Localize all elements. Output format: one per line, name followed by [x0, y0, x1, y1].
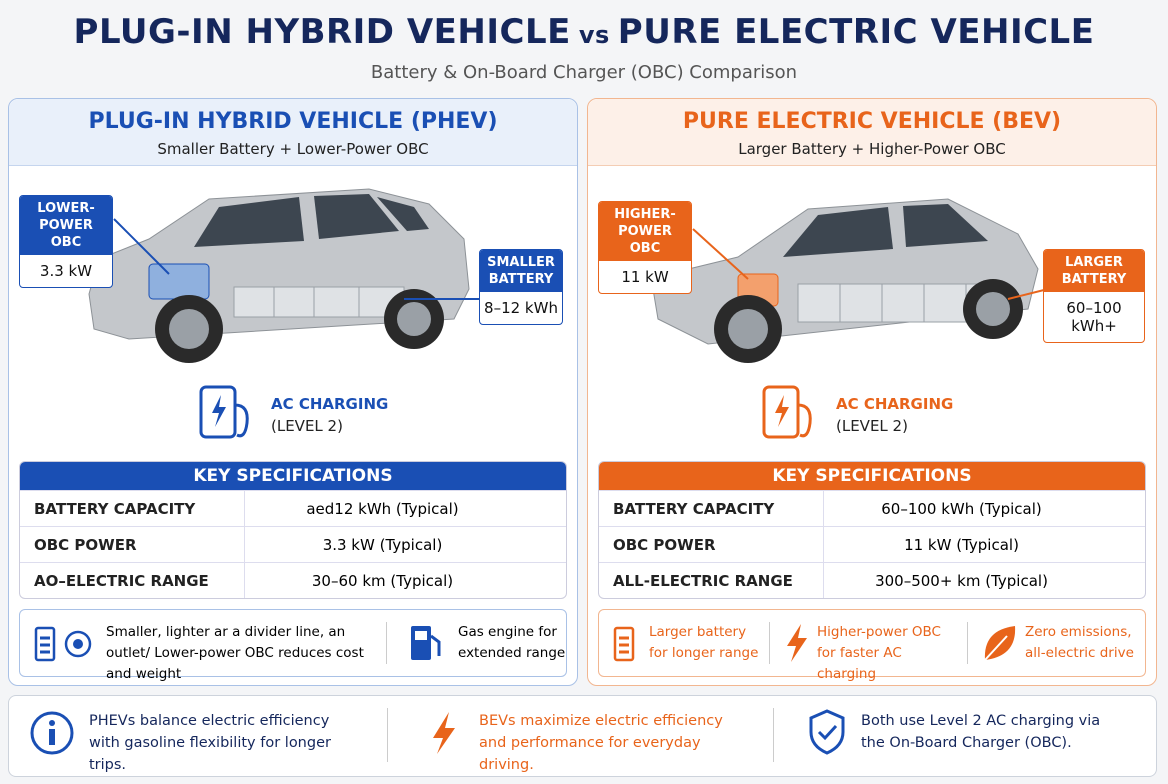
feature-text: Gas engine for extended range [458, 624, 566, 661]
charger-icon [199, 385, 249, 439]
footer-text: PHEVs balance electric efficiency with g… [89, 713, 331, 773]
feature-text: Higher-power OBC for faster AC charging [817, 624, 941, 682]
footer: PHEVs balance electric efficiency with g… [8, 695, 1157, 777]
title-vs: vs [578, 21, 610, 49]
feature-text: Larger battery for longer range [649, 624, 759, 661]
spec-title: KEY SPECIFICATIONS [20, 462, 566, 490]
charging-label: AC CHARGING [271, 395, 389, 413]
battery-callout: SMALLER BATTERY 8–12 kWh [479, 249, 563, 325]
footer-text: Both use Level 2 AC charging via the On-… [861, 713, 1101, 751]
obc-callout: HIGHER-POWER OBC 11 kW [598, 201, 692, 294]
battery-icon [613, 626, 635, 662]
panel-header: PLUG-IN HYBRID VEHICLE (PHEV) Smaller Ba… [9, 99, 577, 166]
panel-title: PURE ELECTRIC VEHICLE (BEV) [682, 109, 1062, 134]
shield-icon [809, 709, 845, 755]
charging-label: AC CHARGING [836, 395, 954, 413]
callout-label: LARGER BATTERY [1044, 250, 1144, 292]
footer-text: BEVs maximize electric efficiency and pe… [479, 713, 723, 773]
panel-header: PURE ELECTRIC VEHICLE (BEV) Larger Batte… [588, 99, 1156, 166]
title-right: PURE ELECTRIC VEHICLE [617, 12, 1095, 52]
callout-value: 11 kW [621, 268, 669, 286]
spec-value: 3.3 kW (Typical) [244, 526, 566, 563]
feature-icons [34, 626, 92, 662]
spec-table: KEY SPECIFICATIONS BATTERY CAPACITY aed12… [19, 461, 567, 599]
spec-key: OBC POWER [599, 526, 824, 563]
callout-value: 3.3 kW [39, 262, 93, 280]
spec-key: BATTERY CAPACITY [20, 490, 245, 527]
callout-value: 60–100 kWh+ [1066, 299, 1122, 335]
callout-label: LOWER-POWER OBC [20, 196, 112, 255]
charging-level: (LEVEL 2) [271, 417, 343, 435]
spec-table: KEY SPECIFICATIONS BATTERY CAPACITY 60–10… [598, 461, 1146, 599]
callout-label: SMALLER BATTERY [480, 250, 562, 292]
spec-value: aed12 kWh (Typical) [244, 490, 566, 527]
page-title: PLUG-IN HYBRID VEHICLE vs PURE ELECTRIC VE… [0, 12, 1168, 52]
feature-text: Zero emissions, all-electric drive [1025, 624, 1134, 661]
bolt-icon [787, 624, 807, 662]
spec-key: OBC POWER [20, 526, 245, 563]
callout-value: 8–12 kWh [484, 299, 558, 317]
obc-callout: LOWER-POWER OBC 3.3 kW [19, 195, 113, 288]
bolt-icon [433, 712, 455, 754]
panel-title: PLUG-IN HYBRID VEHICLE (PHEV) [88, 109, 498, 134]
spec-title: KEY SPECIFICATIONS [599, 462, 1145, 490]
spec-key: AO–ELECTRIC RANGE [20, 562, 245, 598]
pump-icon [411, 626, 441, 660]
feature-box: Smaller, lighter ar a divider line, an o… [19, 609, 567, 682]
panel-subtitle: Smaller Battery + Lower-Power OBC [157, 140, 429, 158]
bev-panel: PURE ELECTRIC VEHICLE (BEV) Larger Batte… [587, 98, 1157, 686]
panel-subtitle: Larger Battery + Higher-Power OBC [738, 140, 1006, 158]
title-left: PLUG-IN HYBRID VEHICLE [73, 12, 571, 52]
spec-value: 60–100 kWh (Typical) [823, 490, 1145, 527]
feature-text: Smaller, lighter ar a divider line, an o… [106, 624, 364, 682]
feature-box: Larger battery for longer range Higher-p… [598, 609, 1146, 682]
spec-value: 30–60 km (Typical) [244, 562, 566, 598]
spec-value: 300–500+ km (Typical) [823, 562, 1145, 598]
spec-value: 11 kW (Typical) [823, 526, 1145, 563]
info-icon [30, 711, 74, 755]
spec-key: ALL-ELECTRIC RANGE [599, 562, 824, 598]
leaf-icon [984, 626, 1016, 661]
battery-callout: LARGER BATTERY 60–100 kWh+ [1043, 249, 1145, 343]
subtitle: Battery & On-Board Charger (OBC) Compari… [370, 62, 798, 83]
charging-level: (LEVEL 2) [836, 417, 908, 435]
charger-icon [762, 385, 812, 439]
spec-key: BATTERY CAPACITY [599, 490, 824, 527]
phev-panel: PLUG-IN HYBRID VEHICLE (PHEV) Smaller Ba… [8, 98, 578, 686]
callout-label: HIGHER-POWER OBC [599, 202, 691, 261]
phev-car [88, 188, 489, 363]
bev-car [652, 198, 1049, 363]
